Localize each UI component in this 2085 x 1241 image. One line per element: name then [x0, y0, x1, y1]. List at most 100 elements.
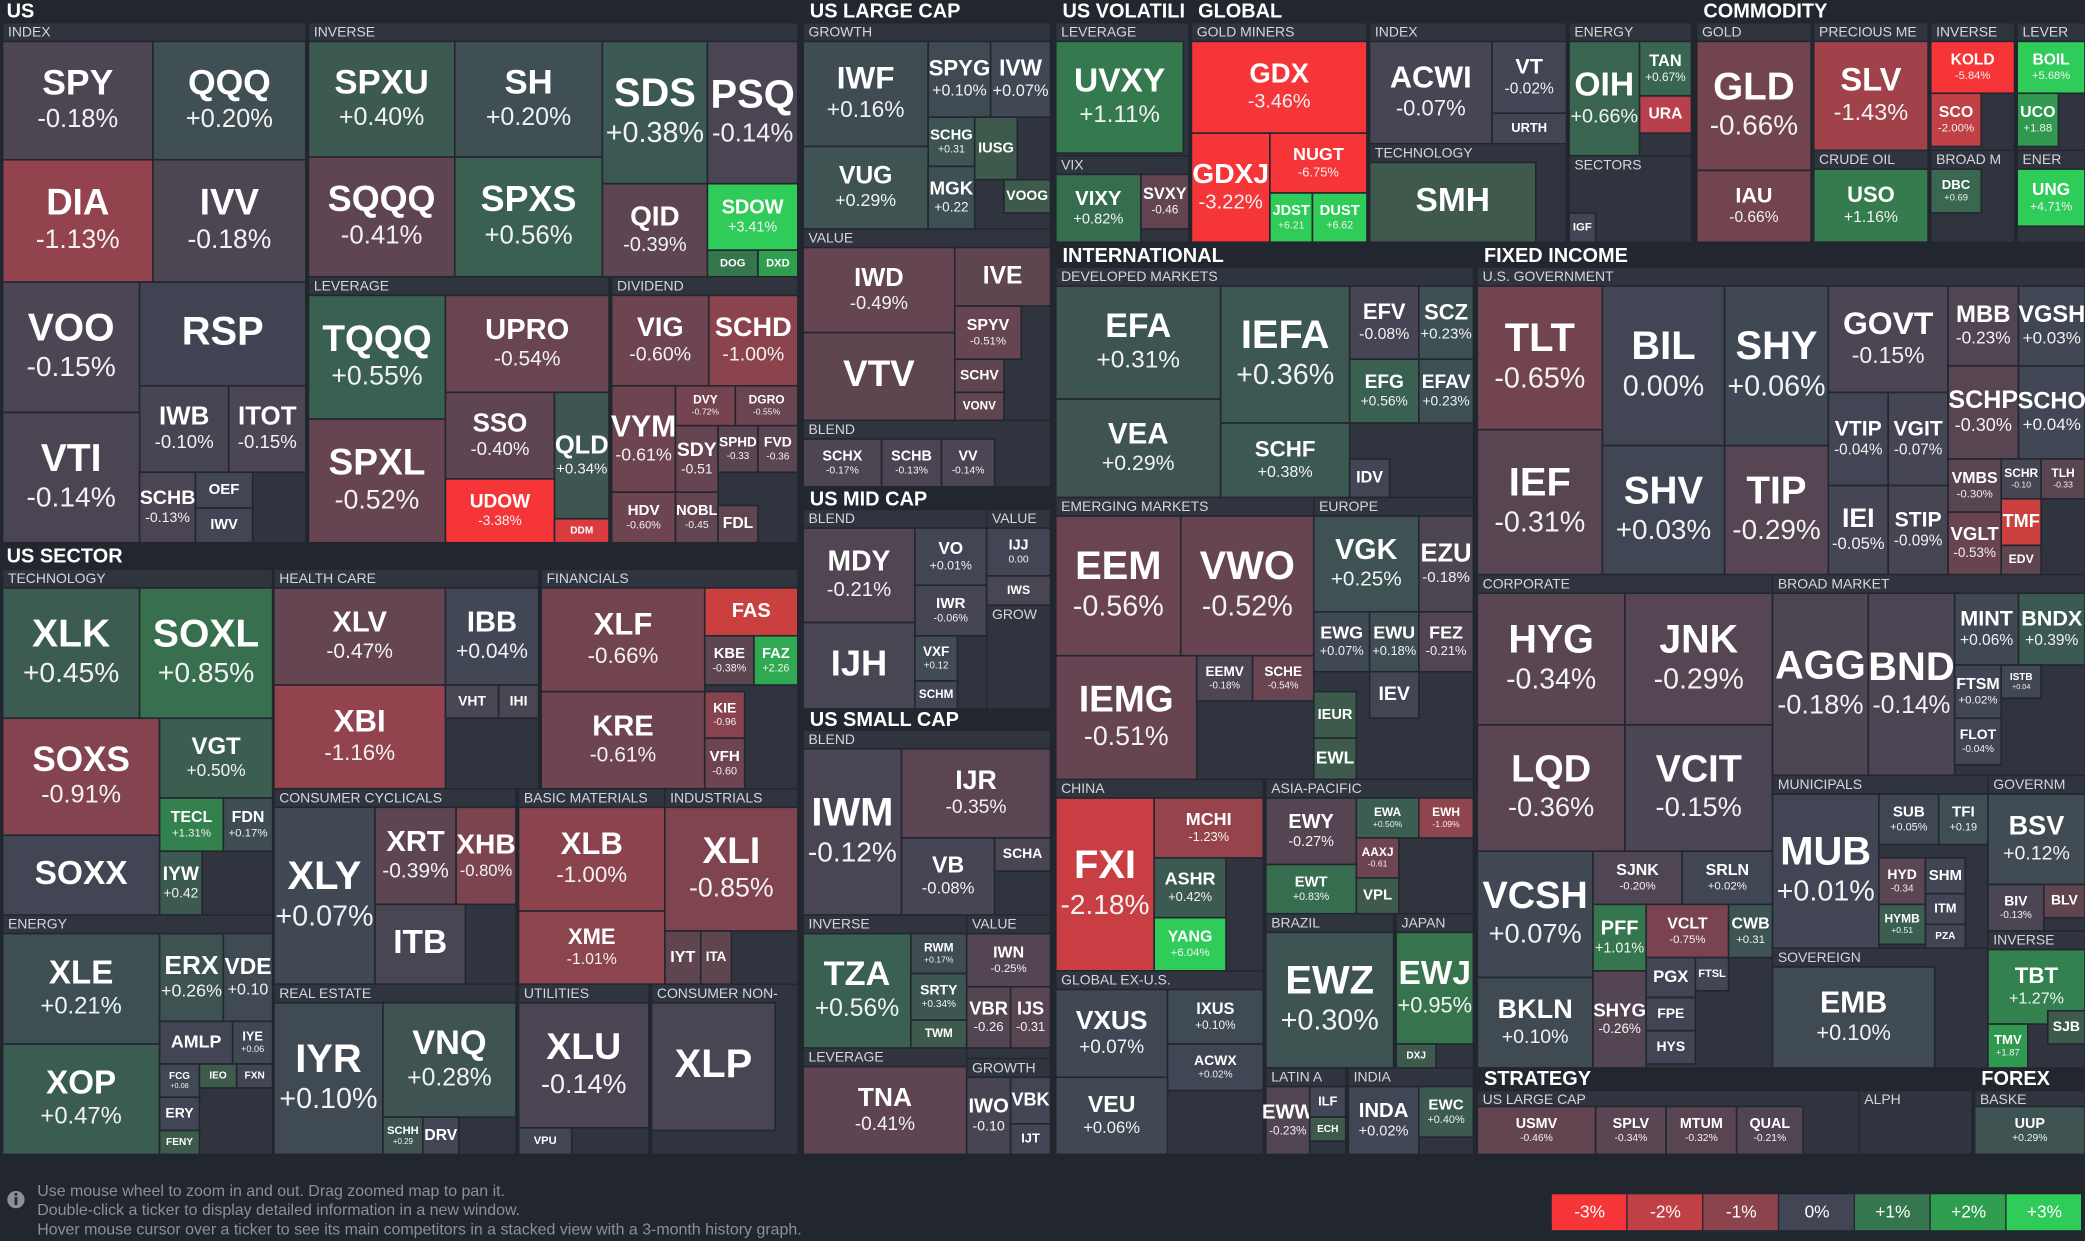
etf-tile[interactable] [664, 930, 702, 985]
etf-tile[interactable] [1694, 956, 1730, 992]
etf-tile[interactable] [1771, 592, 1870, 777]
etf-tile[interactable] [1476, 850, 1594, 979]
etf-tile[interactable] [553, 391, 610, 520]
etf-tile[interactable] [1009, 1123, 1052, 1156]
etf-tile[interactable] [382, 1001, 517, 1118]
etf-tile[interactable] [1355, 797, 1420, 839]
etf-tile[interactable] [1592, 970, 1647, 1069]
etf-tile[interactable] [1054, 40, 1185, 154]
etf-tile[interactable] [273, 684, 447, 790]
etf-tile[interactable] [802, 438, 883, 488]
etf-tile[interactable] [1491, 40, 1568, 115]
etf-tile[interactable] [540, 690, 706, 790]
etf-tile[interactable] [757, 424, 799, 474]
etf-tile[interactable] [927, 116, 976, 168]
etf-tile[interactable] [1867, 592, 1956, 777]
etf-tile[interactable] [517, 910, 666, 985]
etf-tile[interactable] [965, 1076, 1012, 1156]
etf-tile[interactable] [158, 1020, 234, 1065]
etf-tile[interactable] [1624, 592, 1774, 726]
etf-tile[interactable] [1348, 358, 1420, 424]
etf-tile[interactable] [1476, 1105, 1597, 1156]
etf-tile[interactable] [1812, 40, 1929, 152]
etf-tile[interactable] [422, 1116, 460, 1156]
etf-tile[interactable] [802, 145, 929, 230]
etf-tile[interactable] [455, 806, 517, 906]
etf-tile[interactable] [1269, 132, 1368, 194]
etf-tile[interactable] [985, 527, 1052, 577]
etf-tile[interactable] [444, 478, 556, 544]
etf-tile[interactable] [1054, 1076, 1169, 1156]
etf-tile[interactable] [927, 40, 992, 118]
etf-tile[interactable] [453, 40, 604, 158]
etf-tile[interactable] [2046, 1009, 2085, 1045]
etf-tile[interactable] [1395, 931, 1475, 1045]
etf-tile[interactable] [706, 40, 799, 185]
etf-tile[interactable] [1308, 1085, 1347, 1118]
etf-tile[interactable] [540, 587, 706, 693]
etf-tile[interactable] [993, 837, 1052, 872]
etf-tile[interactable] [1771, 793, 1880, 950]
etf-tile[interactable] [1418, 1085, 1475, 1138]
etf-tile[interactable] [1418, 358, 1475, 424]
etf-tile[interactable] [1312, 515, 1420, 613]
etf-tile[interactable] [158, 1129, 201, 1156]
etf-tile[interactable] [1476, 724, 1626, 853]
etf-tile[interactable] [674, 385, 737, 427]
etf-tile[interactable] [1368, 161, 1537, 243]
etf-tile[interactable] [914, 527, 988, 587]
etf-tile[interactable] [2017, 285, 2085, 367]
etf-tile[interactable] [307, 418, 447, 544]
etf-tile[interactable] [1638, 95, 1693, 134]
etf-tile[interactable] [717, 424, 759, 474]
etf-tile[interactable] [1878, 903, 1927, 946]
etf-tile[interactable] [1166, 988, 1265, 1045]
etf-tile[interactable] [1312, 611, 1371, 673]
etf-tile[interactable] [910, 1019, 968, 1049]
etf-tile[interactable] [194, 507, 254, 544]
etf-tile[interactable] [914, 634, 959, 682]
etf-tile[interactable] [307, 294, 447, 420]
etf-tile[interactable] [1265, 1085, 1311, 1156]
etf-tile[interactable] [1723, 444, 1830, 576]
etf-tile[interactable] [965, 932, 1052, 988]
etf-tile[interactable] [517, 1001, 650, 1129]
etf-tile[interactable] [138, 385, 230, 474]
etf-tile[interactable] [973, 116, 1019, 181]
etf-tile[interactable] [1, 932, 161, 1045]
etf-tile[interactable] [1771, 966, 1936, 1069]
etf-tile[interactable] [1723, 285, 1830, 447]
etf-tile[interactable] [273, 1001, 384, 1156]
etf-tile[interactable] [2000, 544, 2042, 576]
etf-tile[interactable] [1973, 1105, 2085, 1156]
etf-tile[interactable] [1987, 793, 2085, 886]
etf-tile[interactable] [802, 748, 903, 916]
etf-tile[interactable] [1601, 444, 1726, 576]
etf-tile[interactable] [953, 305, 1023, 361]
etf-tile[interactable] [953, 358, 1005, 394]
etf-tile[interactable] [1418, 797, 1475, 839]
etf-tile[interactable] [802, 40, 929, 148]
etf-tile[interactable] [1665, 1105, 1738, 1156]
etf-tile[interactable] [1601, 285, 1726, 447]
etf-tile[interactable] [1947, 458, 2003, 513]
etf-tile[interactable] [1140, 173, 1190, 230]
etf-tile[interactable] [1476, 976, 1594, 1069]
etf-tile[interactable] [227, 385, 307, 474]
etf-tile[interactable] [1179, 515, 1315, 657]
etf-tile[interactable] [374, 806, 457, 906]
etf-tile[interactable] [610, 294, 710, 387]
etf-tile[interactable] [1348, 285, 1420, 361]
etf-tile[interactable] [802, 621, 916, 710]
etf-tile[interactable] [1054, 398, 1222, 499]
etf-tile[interactable] [1568, 40, 1641, 157]
etf-tile[interactable] [703, 737, 746, 790]
etf-tile[interactable] [2016, 168, 2085, 228]
etf-tile[interactable] [989, 40, 1052, 118]
etf-tile[interactable] [1827, 285, 1949, 394]
etf-tile[interactable] [2017, 365, 2085, 460]
etf-tile[interactable] [2016, 92, 2060, 148]
etf-tile[interactable] [703, 634, 755, 686]
etf-tile[interactable] [1645, 1029, 1697, 1065]
etf-tile[interactable] [1312, 690, 1358, 739]
